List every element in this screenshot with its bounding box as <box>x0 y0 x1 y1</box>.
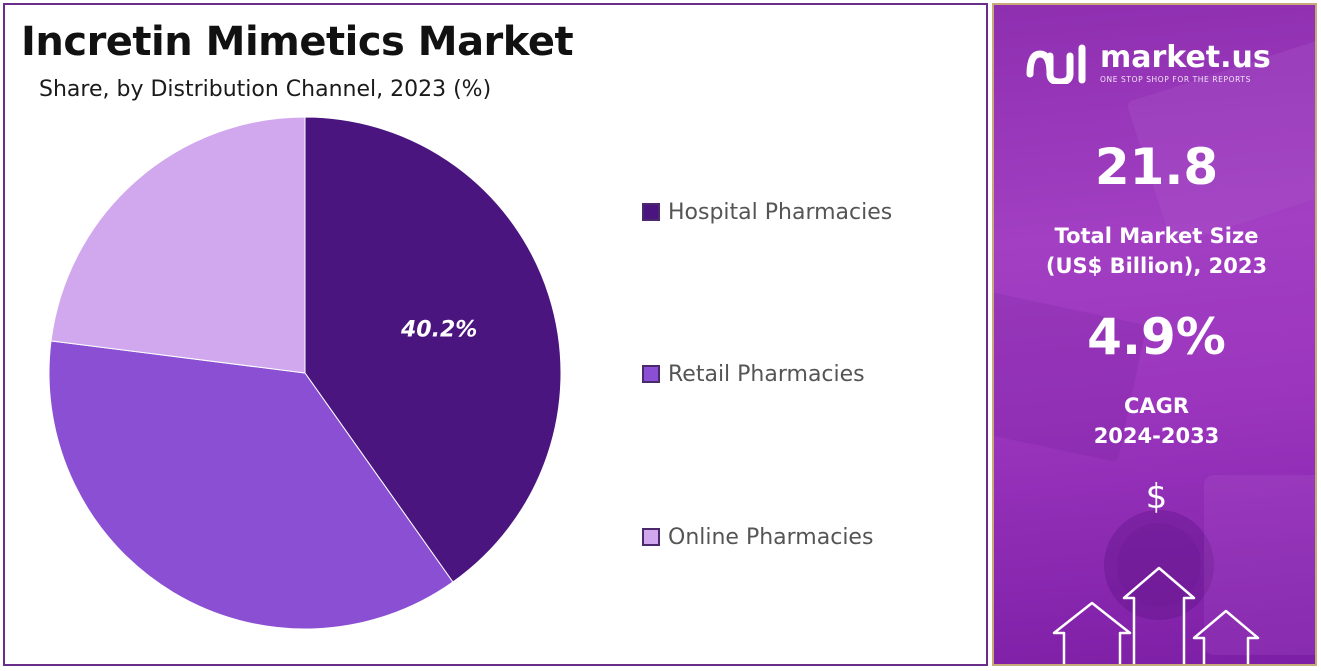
dollar-sign-icon: $ <box>1145 477 1168 517</box>
market-size-value: 21.8 <box>1094 138 1219 196</box>
pie-slice-hospital-pharmacies <box>304 116 562 583</box>
brand-tagline: ONE STOP SHOP FOR THE REPORTS <box>1100 75 1251 84</box>
legend-item-online-pharmacies: Online Pharmacies <box>642 524 873 550</box>
pie-data-label: 40.2% <box>400 317 477 342</box>
legend-label-online-pharmacies: Online Pharmacies <box>668 524 874 550</box>
legend-label-retail-pharmacies: Retail Pharmacies <box>668 361 865 387</box>
stats-sidebar: market.us ONE STOP SHOP FOR THE REPORTS … <box>992 3 1317 666</box>
pie-chart: 40.2% <box>48 116 562 630</box>
legend-item-retail-pharmacies: Retail Pharmacies <box>642 361 865 387</box>
pie-slice-online-pharmacies <box>50 116 306 374</box>
chart-panel: Incretin Mimetics Market Share, by Distr… <box>3 3 988 666</box>
up-arrow-icon <box>1052 566 1260 664</box>
legend-label-hospital-pharmacies: Hospital Pharmacies <box>668 199 893 225</box>
legend-swatch-retail-pharmacies <box>642 365 660 383</box>
chart-title: Incretin Mimetics Market <box>21 19 574 65</box>
cagr-label-line2: 2024-2033 <box>1093 424 1220 448</box>
market-size-label-line2: (US$ Billion), 2023 <box>1045 254 1268 278</box>
legend-swatch-hospital-pharmacies <box>642 203 660 221</box>
market-size-label-line1: Total Market Size <box>1054 224 1259 248</box>
legend-swatch-online-pharmacies <box>642 528 660 546</box>
chart-subtitle: Share, by Distribution Channel, 2023 (%) <box>39 77 492 102</box>
legend-item-hospital-pharmacies: Hospital Pharmacies <box>642 199 892 225</box>
brand-text: market.us ONE STOP SHOP FOR THE REPORTS <box>1100 40 1271 85</box>
cagr-label-line1: CAGR <box>1123 394 1190 418</box>
brand-logo: market.us ONE STOP SHOP FOR THE REPORTS <box>1024 43 1271 84</box>
cagr-value: 4.9% <box>1087 308 1226 366</box>
market-us-logo-icon <box>1026 44 1086 84</box>
pie-slice-retail-pharmacies <box>48 340 454 630</box>
brand-name: market.us <box>1100 40 1271 75</box>
